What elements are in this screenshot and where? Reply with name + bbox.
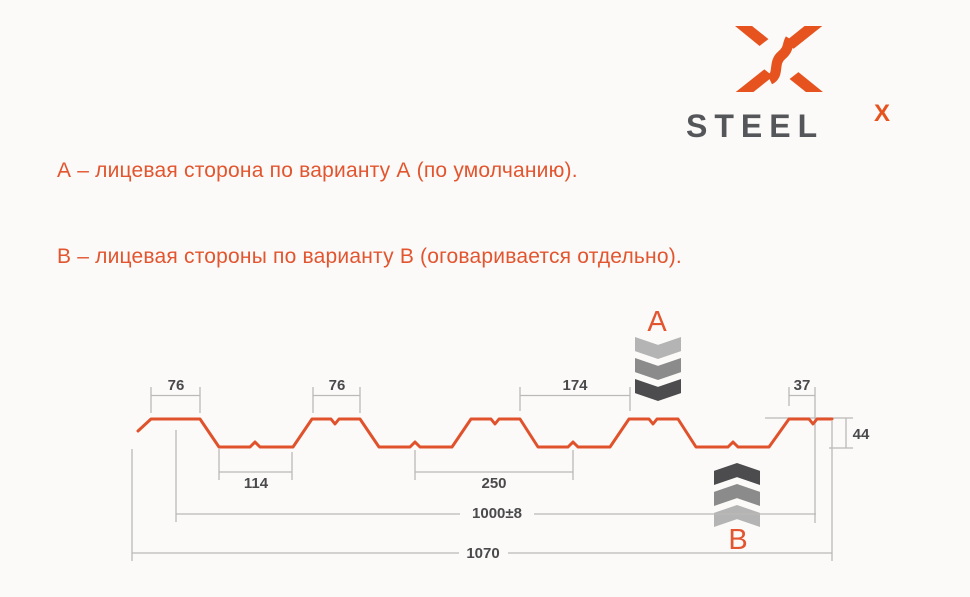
note-variant-a: А – лицевая сторона по варианту А (по ум… <box>57 159 578 182</box>
chevron-down-dark-icon <box>635 379 681 401</box>
marker-b-label: В <box>728 524 748 556</box>
logo-x-mark-icon <box>735 26 823 92</box>
chevron-up-dark-icon <box>714 463 760 485</box>
dim-label-crest1-width: 76 <box>167 377 185 394</box>
marker-a-label: А <box>647 306 667 338</box>
profile-outline <box>136 417 834 449</box>
chevron-down-mid-icon <box>635 358 681 380</box>
note-variant-b: В – лицевая стороны по варианту В (огова… <box>57 245 682 268</box>
dim-label-cover-width: 1000±8 <box>472 505 522 522</box>
logo-x-mark-shapes <box>735 26 823 92</box>
dim-label-edge-crest: 37 <box>793 377 811 394</box>
dim-label-valley-width: 114 <box>243 475 269 492</box>
brand-wordmark: STEEL <box>686 108 825 144</box>
chevron-up-mid-icon <box>714 484 760 506</box>
brand-superscript-x: X <box>874 100 891 127</box>
dim-label-crest-gap: 174 <box>562 377 588 394</box>
dim-label-crest2-width: 76 <box>328 377 346 394</box>
dim-label-overall-width: 1070 <box>466 545 500 562</box>
dim-label-pitch: 250 <box>481 475 507 492</box>
dim-label-profile-height: 44 <box>852 426 870 443</box>
chevron-down-light-icon <box>635 337 681 359</box>
chevron-up-light-icon <box>714 505 760 527</box>
